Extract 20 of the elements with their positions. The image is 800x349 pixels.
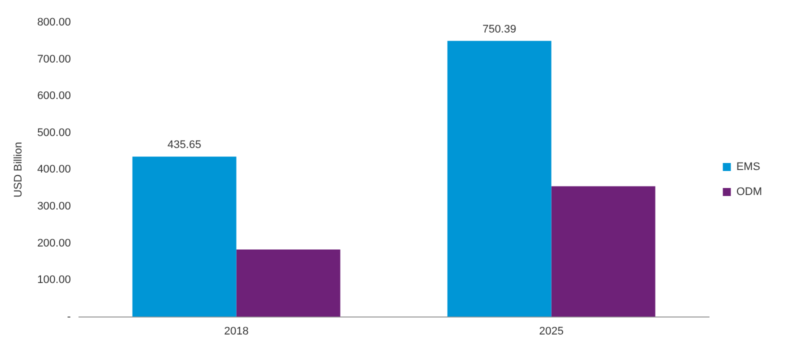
legend-label: EMS bbox=[736, 161, 760, 174]
x-tick-label: 2018 bbox=[224, 325, 249, 338]
y-tick-label: 700.00 bbox=[37, 53, 71, 66]
y-tick-label: 100.00 bbox=[37, 274, 71, 286]
y-axis-title: USD Billion bbox=[12, 142, 25, 198]
y-tick-label: 800.00 bbox=[37, 16, 71, 29]
y-tick-label: 400.00 bbox=[37, 164, 71, 176]
y-tick-label: - bbox=[67, 310, 72, 323]
y-tick-label: 200.00 bbox=[37, 237, 71, 250]
x-tick-label: 2025 bbox=[539, 325, 564, 338]
y-tick-label: 600.00 bbox=[37, 90, 71, 102]
bar bbox=[132, 156, 236, 317]
bar bbox=[447, 40, 552, 317]
y-tick-label: 500.00 bbox=[37, 126, 71, 139]
y-tick-label: 300.00 bbox=[37, 200, 71, 213]
data-label: 435.65 bbox=[168, 139, 202, 152]
bar bbox=[551, 186, 656, 317]
legend-label: ODM bbox=[736, 186, 762, 198]
bar bbox=[236, 250, 340, 317]
data-label: 750.39 bbox=[482, 23, 516, 36]
